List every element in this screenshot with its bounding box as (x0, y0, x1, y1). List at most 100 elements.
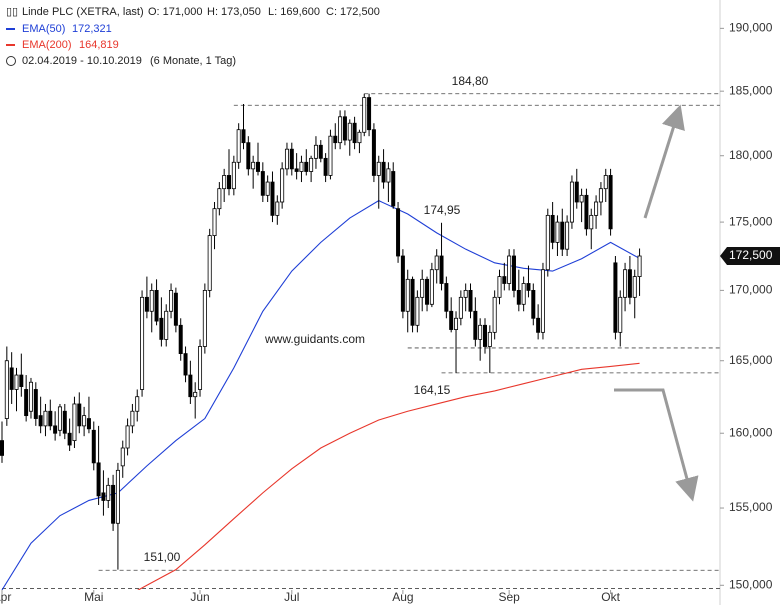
candle-body (627, 269, 632, 298)
candle-body (294, 168, 299, 172)
ohlc-low: L: 169,600 (268, 6, 320, 18)
candle-body (255, 161, 260, 172)
candle-body (391, 171, 396, 207)
candle-body (77, 403, 82, 427)
candle-body (48, 410, 53, 427)
candle-body (376, 161, 381, 176)
candle-body (449, 310, 454, 330)
candle-body (198, 346, 203, 390)
candle-body (540, 269, 545, 333)
candle-body (212, 208, 217, 237)
candle-body (425, 278, 430, 305)
candle-body (101, 492, 106, 501)
ohlc-open: O: 171,000 (148, 6, 202, 18)
candle-body (130, 410, 135, 427)
candle-body (555, 221, 560, 243)
candle-body (106, 484, 111, 501)
candle-body (502, 276, 507, 284)
candle-body (159, 317, 164, 340)
candle-body (362, 97, 367, 133)
candle-body (463, 289, 468, 298)
candle-body (608, 175, 613, 230)
candle-body (246, 142, 251, 170)
candle-body (584, 194, 589, 230)
candle-body (487, 331, 492, 347)
candle-body (637, 255, 642, 277)
candle-body (313, 144, 318, 159)
candle-body (574, 181, 579, 203)
candle-body (371, 129, 376, 176)
candle-body (227, 175, 232, 190)
y-tick-label: 190,000 (729, 21, 773, 35)
candle-body (623, 269, 628, 298)
legend-swatch (6, 28, 15, 30)
candle-body (96, 462, 101, 497)
candle-body (598, 188, 603, 203)
icon: ▯▯ (6, 6, 18, 18)
candle-body (299, 161, 304, 172)
candle-body (347, 122, 352, 141)
candle-body (550, 214, 555, 243)
candle-body (4, 360, 9, 419)
candle-body (454, 317, 459, 330)
candle-body (473, 310, 478, 340)
x-tick-label: Mai (84, 590, 103, 604)
up-arrow (643, 104, 685, 219)
candle-body (511, 255, 516, 291)
candle-body (111, 484, 116, 524)
annotation: 184,80 (452, 74, 489, 88)
candle-body (91, 429, 96, 464)
range-note: (6 Monate, 1 Tag) (150, 55, 236, 67)
candle-body (497, 276, 502, 298)
candle-body (217, 188, 222, 210)
candle-body (603, 175, 608, 190)
candle-body (86, 418, 91, 430)
candle-body (526, 283, 531, 291)
candle-body (140, 296, 145, 390)
candle-body (357, 131, 362, 144)
candle-body (613, 262, 618, 333)
candle-body (531, 289, 536, 319)
candle-body (241, 129, 246, 144)
candle-body (420, 278, 425, 298)
candle-body (43, 410, 48, 427)
y-tick-label: 170,000 (729, 283, 773, 297)
candle-body (560, 221, 565, 250)
candle-body (545, 214, 550, 271)
candle-body (67, 432, 72, 446)
candle-body (594, 201, 599, 216)
clock-icon (6, 56, 16, 66)
ohlc-close: C: 172,500 (326, 6, 380, 18)
candle-body (352, 122, 357, 144)
candle-body (24, 389, 29, 417)
candle-body (444, 283, 449, 312)
candle-body (415, 296, 420, 326)
candle-body (400, 255, 405, 312)
candle-body (120, 447, 125, 467)
candle-body (115, 469, 120, 524)
candle-body (144, 296, 149, 312)
x-tick-label: Jun (190, 590, 209, 604)
candle-body (284, 148, 289, 170)
candle-body (338, 116, 343, 144)
candle-body (342, 116, 347, 141)
candle-body (381, 161, 386, 183)
candle-body (492, 296, 497, 333)
watermark: www.guidants.com (264, 332, 365, 346)
y-tick-label: 155,000 (729, 500, 773, 514)
candle-body (53, 425, 58, 434)
candle-body (386, 168, 391, 183)
candle-body (468, 289, 473, 312)
candle-body (19, 374, 24, 387)
legend-value: 172,321 (72, 23, 112, 35)
candle-body (188, 374, 193, 398)
candle-body (521, 283, 526, 305)
candle-body (9, 367, 14, 390)
x-tick-label: Sep (498, 590, 520, 604)
instrument-title: Linde PLC (XETRA, last) (22, 6, 144, 18)
candle-body (429, 269, 434, 305)
candle-body (275, 201, 280, 216)
candle-body (164, 310, 169, 340)
candle-body (38, 415, 43, 427)
